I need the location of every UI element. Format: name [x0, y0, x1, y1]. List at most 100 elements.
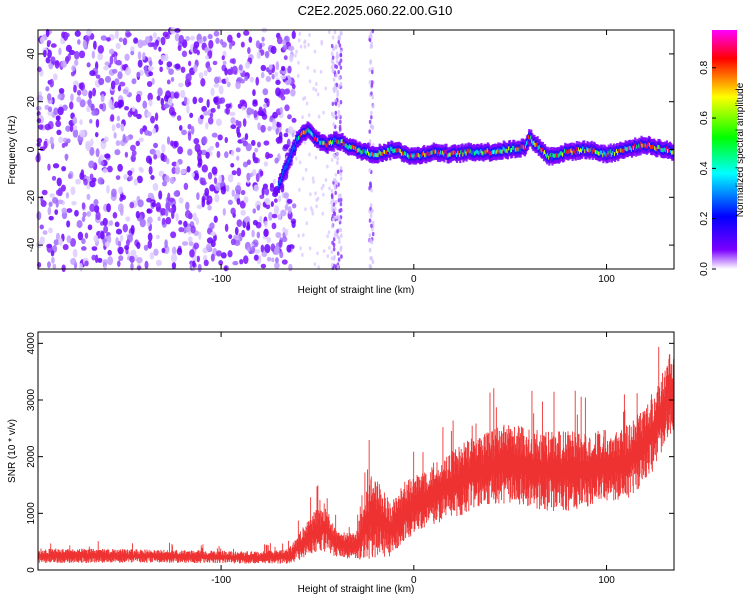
noise-speckle [368, 168, 372, 173]
noise-speckle [322, 249, 326, 254]
noise-speckle [57, 93, 62, 100]
snr-y-axis: 0 1000 2000 3000 4000 [26, 332, 674, 573]
noise-speckle [58, 47, 62, 56]
noise-speckle [225, 76, 229, 84]
noise-speckle [117, 246, 124, 255]
chart-title: C2E2.2025.060.22.00.G10 [298, 3, 453, 18]
noise-speckle [117, 240, 122, 247]
noise-speckle [224, 136, 228, 144]
noise-speckle [58, 87, 65, 94]
noise-speckle [217, 134, 223, 141]
noise-speckle [152, 182, 159, 192]
noise-speckle [58, 237, 63, 246]
noise-speckle [259, 194, 265, 200]
noise-speckle [71, 65, 76, 72]
noise-speckle [368, 129, 372, 134]
noise-speckle [288, 263, 293, 272]
noise-speckle [130, 224, 135, 235]
noise-speckle [273, 205, 280, 215]
noise-speckle [148, 99, 153, 107]
noise-speckle [162, 31, 169, 38]
noise-speckle [130, 46, 135, 53]
noise-speckle [313, 49, 317, 54]
noise-speckle [133, 37, 139, 44]
noise-speckle [125, 216, 131, 222]
noise-speckle [338, 127, 342, 132]
noise-speckle [270, 201, 274, 207]
noise-speckle [242, 118, 247, 127]
noise-speckle [49, 136, 54, 145]
noise-speckle [259, 215, 263, 224]
noise-speckle [222, 208, 226, 216]
noise-speckle [307, 42, 310, 47]
noise-speckle [338, 208, 342, 214]
noise-speckle [196, 255, 200, 263]
noise-speckle [291, 220, 296, 229]
noise-speckle [104, 153, 111, 159]
noise-speckle [137, 199, 144, 208]
snr-xtick-label: -100 [211, 575, 231, 586]
noise-speckle [311, 211, 315, 216]
noise-speckle [130, 50, 135, 56]
noise-speckle [301, 252, 304, 257]
noise-speckle [239, 200, 246, 209]
noise-speckle [240, 209, 246, 216]
noise-speckle [55, 120, 62, 128]
noise-speckle [272, 178, 277, 185]
noise-speckle [368, 247, 372, 253]
noise-speckle [301, 115, 304, 120]
noise-speckle [176, 247, 183, 256]
spectrogram-y-axis: -40 -20 0 20 40 [26, 48, 674, 252]
noise-speckle [298, 31, 302, 36]
noise-speckle [86, 193, 91, 201]
noise-speckle [109, 55, 114, 65]
noise-speckle [264, 188, 270, 196]
noise-speckle [315, 204, 318, 209]
noise-speckle [215, 141, 220, 148]
noise-speckle [185, 73, 192, 83]
noise-speckle [283, 132, 289, 138]
noise-speckle [224, 151, 229, 159]
noise-speckle [275, 231, 282, 239]
noise-speckle [130, 144, 136, 152]
noise-speckle [82, 211, 87, 218]
noise-speckle [260, 244, 265, 253]
noise-speckle [147, 66, 154, 71]
noise-speckle [66, 138, 71, 144]
noise-speckle [131, 150, 137, 157]
snr-xtick-label: 0 [411, 575, 417, 586]
noise-speckle [93, 204, 100, 213]
noise-speckle [123, 174, 128, 181]
noise-speckle [53, 239, 60, 246]
noise-speckle [336, 251, 340, 256]
noise-speckle [304, 167, 308, 172]
noise-speckle [262, 88, 269, 96]
noise-speckle [146, 208, 151, 214]
noise-speckle [211, 132, 218, 138]
noise-speckle [246, 107, 253, 116]
noise-speckle [336, 264, 340, 270]
noise-speckle [213, 215, 218, 223]
noise-speckle [337, 69, 340, 75]
noise-speckle [331, 101, 335, 107]
noise-speckle [335, 115, 338, 120]
noise-speckle [338, 217, 341, 222]
snr-x-axis-label: Height of straight line (km) [298, 584, 415, 595]
noise-speckle [79, 129, 86, 138]
noise-speckle [230, 150, 235, 157]
noise-speckle [199, 114, 204, 120]
noise-speckle [236, 132, 242, 138]
noise-speckle [271, 73, 275, 80]
noise-speckle [274, 157, 279, 164]
noise-speckle [127, 170, 133, 176]
noise-speckle [38, 124, 44, 130]
noise-speckle [371, 227, 374, 232]
noise-speckle [316, 251, 319, 256]
noise-speckle [86, 211, 92, 217]
noise-speckle [238, 120, 242, 129]
noise-speckle [334, 110, 338, 116]
noise-speckle [153, 153, 158, 160]
noise-speckle [334, 172, 338, 177]
noise-speckle [222, 60, 227, 66]
noise-speckle [158, 190, 163, 200]
